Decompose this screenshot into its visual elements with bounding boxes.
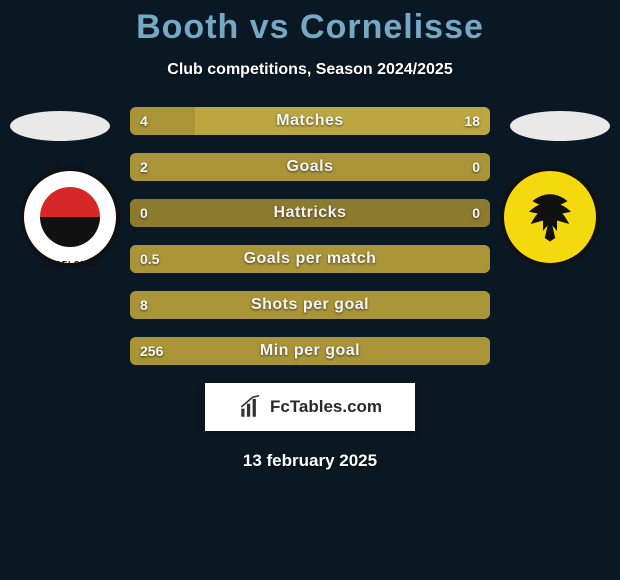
stat-row: Hattricks0 0 <box>130 199 490 227</box>
comparison-date: 13 february 2025 <box>0 451 620 471</box>
page-title: Booth vs Cornelisse <box>0 0 620 47</box>
stat-row: Matches4 18 <box>130 107 490 135</box>
stat-value-left: 256 <box>130 337 173 365</box>
stat-value-right: 0 <box>462 199 490 227</box>
stat-row: Min per goal256 <box>130 337 490 365</box>
fctables-logo-icon <box>238 394 264 420</box>
stat-label: Goals <box>130 153 490 181</box>
player-photo-placeholder-right <box>510 111 610 141</box>
stat-label: Shots per goal <box>130 291 490 319</box>
stat-label: Hattricks <box>130 199 490 227</box>
excelsior-inner-icon: S.B.V. EXCELSIOR <box>40 187 100 247</box>
stat-value-left: 2 <box>130 153 158 181</box>
title-player2: Cornelisse <box>300 8 484 46</box>
stat-value-left: 0.5 <box>130 245 169 273</box>
comparison-bars: Matches418Goals20Hattricks00Goals per ma… <box>130 107 490 365</box>
stat-row: Goals per match0.5 <box>130 245 490 273</box>
title-player1: Booth <box>136 8 239 46</box>
fctables-text: FcTables.com <box>270 397 382 417</box>
player-photo-placeholder-left <box>10 111 110 141</box>
stat-value-left: 0 <box>130 199 158 227</box>
stat-row: Shots per goal8 <box>130 291 490 319</box>
stat-value-right: 18 <box>454 107 490 135</box>
stat-label: Goals per match <box>130 245 490 273</box>
stat-label: Matches <box>130 107 490 135</box>
stat-row: Goals2 0 <box>130 153 490 181</box>
stat-value-left: 4 <box>130 107 158 135</box>
club-badge-vitesse <box>500 167 600 267</box>
title-vs: vs <box>250 8 290 46</box>
vitesse-eagle-icon <box>522 189 578 245</box>
stat-value-right <box>470 337 490 365</box>
stat-label: Min per goal <box>130 337 490 365</box>
excelsior-badge-top-text: S.B.V. <box>40 163 100 173</box>
stat-value-left: 8 <box>130 291 158 319</box>
excelsior-badge-bottom-text: EXCELSIOR <box>40 260 100 269</box>
subtitle: Club competitions, Season 2024/2025 <box>0 61 620 79</box>
fctables-branding: FcTables.com <box>205 383 415 431</box>
stat-value-right <box>470 291 490 319</box>
comparison-content: S.B.V. EXCELSIOR Matches418Goals20Hattri… <box>0 107 620 365</box>
stat-value-right: 0 <box>462 153 490 181</box>
club-badge-excelsior: S.B.V. EXCELSIOR <box>20 167 120 267</box>
stat-value-right <box>470 245 490 273</box>
